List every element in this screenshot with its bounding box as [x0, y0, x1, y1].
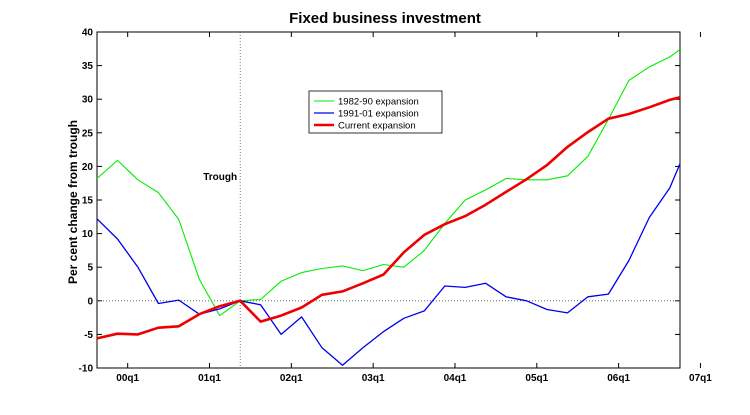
chart-title: Fixed business investment — [289, 10, 481, 27]
legend-label-1: 1991-01 expansion — [338, 108, 419, 119]
y-tick-label: -5 — [84, 330, 93, 341]
plot-frame — [96, 31, 681, 369]
y-tick-label: -10 — [79, 364, 94, 375]
x-tick-label: 04q1 — [444, 373, 467, 384]
x-tick-label: 05q1 — [525, 373, 548, 384]
series-line-0 — [96, 49, 681, 317]
x-tick-label: 07q1 — [689, 373, 712, 384]
x-tick-label: 01q1 — [198, 373, 221, 384]
series-line-1 — [96, 163, 681, 366]
trough-annotation: Trough — [203, 172, 237, 183]
plot-area: -10 -5 0 5 10 15 20 25 30 35 40 00q1 01q1 02q1 03q1 04q… — [79, 28, 713, 385]
y-tick-label: 20 — [82, 162, 94, 173]
y-tick-label: 40 — [82, 28, 94, 39]
y-tick-label: 35 — [82, 61, 94, 72]
x-tick-label: 03q1 — [362, 373, 385, 384]
series-line-2 — [96, 95, 681, 340]
x-tick-label: 00q1 — [116, 373, 139, 384]
legend-label-0: 1982-90 expansion — [338, 96, 419, 107]
legend-label-2: Current expansion — [338, 120, 416, 131]
y-tick-label: 30 — [82, 95, 94, 106]
y-tick-label: 15 — [82, 196, 94, 207]
y-axis-label: Per cent change from trough — [66, 120, 80, 284]
y-tick-label: 5 — [87, 263, 93, 274]
y-tick-label: 25 — [82, 128, 94, 139]
y-tick-label: 0 — [87, 296, 93, 307]
x-tick-label: 06q1 — [607, 373, 630, 384]
y-tick-label: 10 — [82, 229, 94, 240]
x-tick-label: 02q1 — [280, 373, 303, 384]
